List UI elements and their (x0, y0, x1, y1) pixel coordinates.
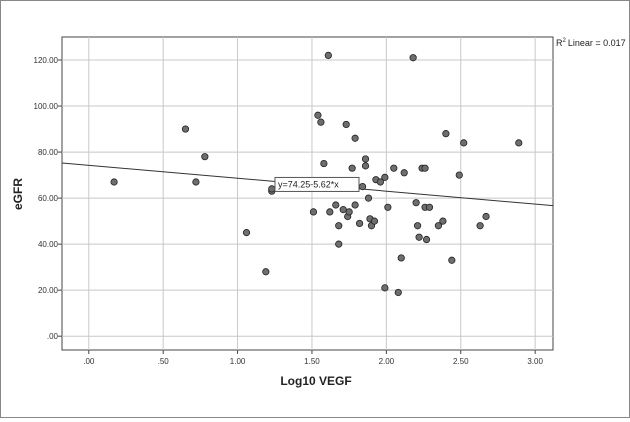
x-tick-label: .00 (83, 357, 95, 366)
data-point (326, 208, 334, 216)
data-point (400, 169, 408, 177)
data-point (439, 217, 447, 225)
data-point (332, 201, 340, 209)
data-point (342, 120, 350, 129)
r2-label: R2 Linear = 0.017 (556, 38, 626, 48)
data-point (339, 206, 347, 214)
data-point (482, 212, 490, 221)
x-tick-label: 2.50 (453, 357, 469, 366)
data-point (442, 130, 450, 138)
data-point (242, 229, 251, 237)
fit-equation-label: y=74.25-5.62*x (278, 179, 339, 189)
data-point (415, 233, 423, 241)
data-point (361, 155, 370, 163)
data-point (422, 235, 431, 244)
data-point (324, 51, 332, 60)
data-point (448, 256, 456, 264)
data-point (384, 203, 392, 211)
data-point (320, 159, 328, 168)
data-point (351, 201, 359, 209)
data-point (381, 173, 389, 181)
data-points (110, 51, 523, 297)
x-tick-label: 1.50 (304, 357, 320, 366)
x-tick-label: 3.00 (527, 357, 543, 366)
data-point (425, 203, 434, 211)
data-point (110, 178, 118, 186)
gridlines (62, 37, 553, 350)
data-point (476, 222, 484, 230)
y-tick-label: 40.00 (38, 240, 59, 249)
data-point (409, 54, 417, 62)
data-point (414, 222, 422, 230)
x-tick-label: 1.00 (230, 357, 246, 366)
data-point (355, 219, 364, 228)
data-point (434, 222, 443, 230)
x-axis-title: Log10 VEGF (280, 374, 351, 388)
y-tick-label: 80.00 (38, 148, 59, 157)
data-point (421, 164, 429, 172)
data-point (394, 288, 402, 297)
data-point (358, 182, 367, 191)
data-point (381, 284, 389, 292)
data-point (314, 111, 322, 119)
data-point (262, 268, 270, 276)
data-point (192, 178, 200, 186)
data-point (370, 217, 379, 225)
data-point (201, 153, 209, 161)
y-tick-label: .00 (47, 332, 59, 341)
x-tick-label: .50 (158, 357, 170, 366)
data-point (345, 208, 353, 216)
y-tick-label: 100.00 (34, 102, 59, 111)
data-point (335, 240, 343, 248)
x-axis-ticks: .00 .50 1.00 1.50 2.00 2.50 3.00 (83, 350, 543, 366)
data-point (455, 171, 463, 179)
data-point (361, 162, 370, 170)
y-axis-ticks: .00 20.00 40.00 60.00 80.00 100.00 120.00 (34, 56, 62, 341)
r2-value: Linear = 0.017 (568, 38, 626, 48)
data-point (348, 164, 356, 172)
plot-area (61, 36, 554, 351)
data-point (317, 118, 325, 126)
y-axis-title: eGFR (11, 178, 25, 210)
data-point (390, 164, 398, 172)
data-point (397, 254, 405, 262)
y-tick-label: 120.00 (34, 56, 59, 65)
x-tick-label: 2.00 (379, 357, 395, 366)
data-point (376, 178, 385, 186)
y-tick-label: 60.00 (38, 194, 59, 203)
data-point (412, 199, 420, 207)
data-point (335, 222, 343, 230)
data-point (515, 139, 523, 147)
y-tick-label: 20.00 (38, 286, 59, 295)
fit-equation-box: y=74.25-5.62*x (274, 176, 360, 192)
data-point (364, 194, 373, 202)
data-point (460, 139, 468, 147)
data-point (181, 125, 190, 133)
data-point (268, 185, 276, 193)
data-point (309, 208, 318, 216)
data-point (351, 134, 359, 142)
